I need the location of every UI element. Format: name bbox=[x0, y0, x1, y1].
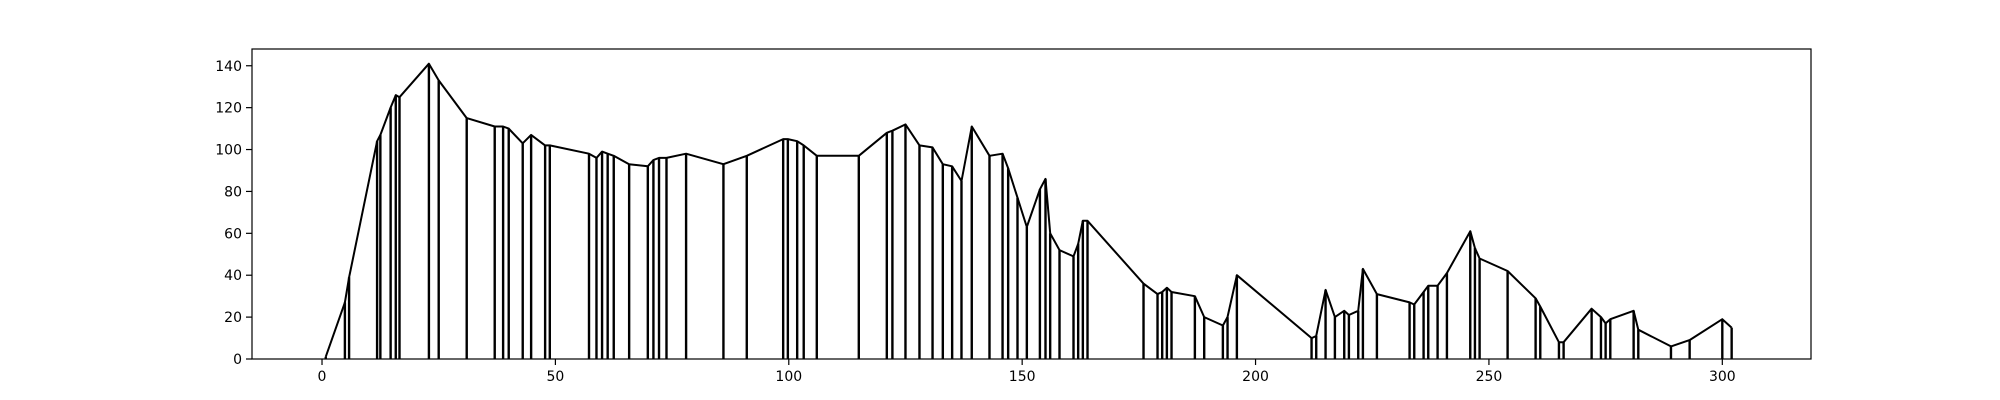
series-line bbox=[324, 62, 1733, 358]
y-tick-label: 80 bbox=[224, 184, 242, 200]
x-tick-label: 150 bbox=[1009, 369, 1036, 385]
y-tick-label: 0 bbox=[233, 352, 242, 368]
y-tick-label: 100 bbox=[215, 143, 242, 159]
x-tick-label: 0 bbox=[318, 369, 327, 385]
y-tick-label: 140 bbox=[215, 59, 242, 75]
series-group bbox=[324, 62, 1733, 358]
drop-lines-group bbox=[324, 63, 1733, 359]
y-tick-label: 60 bbox=[224, 226, 242, 242]
y-tick-label: 120 bbox=[215, 101, 242, 117]
x-tick-label: 200 bbox=[1242, 369, 1269, 385]
x-tick-label: 100 bbox=[775, 369, 802, 385]
axes-frame bbox=[251, 48, 1812, 360]
x-tick-label: 50 bbox=[546, 369, 564, 385]
ticks-group: 0 50 100 150 200 250 300 0 20 40 60 80 100 120 140 bbox=[215, 59, 1735, 385]
x-tick-label: 250 bbox=[1476, 369, 1503, 385]
x-tick-label: 300 bbox=[1709, 369, 1736, 385]
y-tick-label: 20 bbox=[224, 310, 242, 326]
y-tick-label: 40 bbox=[224, 268, 242, 284]
